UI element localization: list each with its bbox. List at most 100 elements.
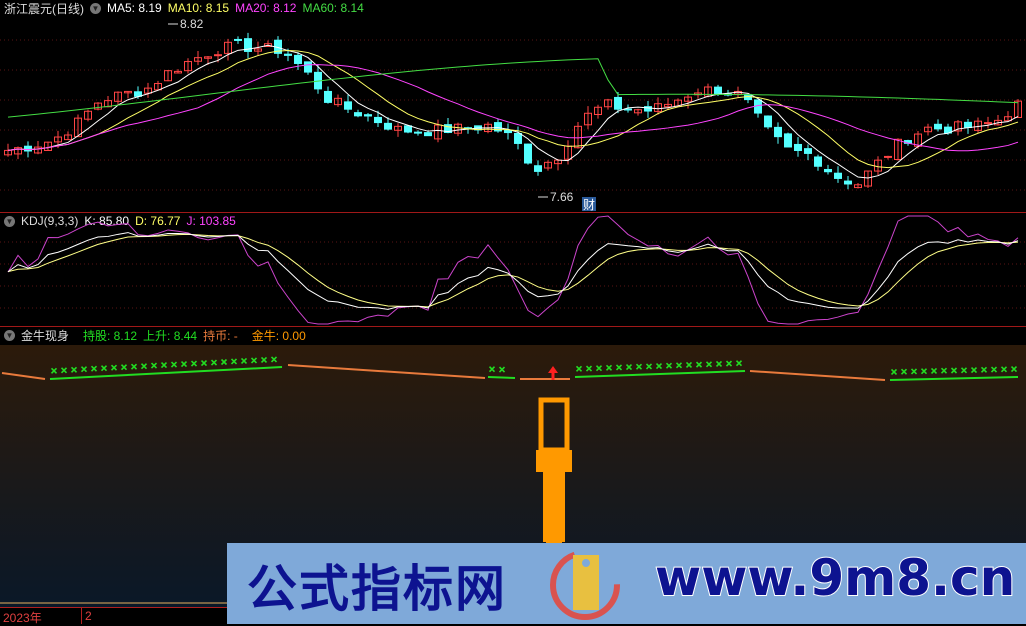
hold-line xyxy=(487,376,516,379)
candle-body xyxy=(444,124,452,133)
candle-body xyxy=(264,43,272,47)
kdj-j: J: 103.85 xyxy=(186,214,236,228)
candle-body xyxy=(864,170,872,187)
candle-body xyxy=(1014,100,1022,118)
bull-value: 金牛: 0.00 xyxy=(251,328,306,343)
hold-line xyxy=(49,366,283,380)
candle-body xyxy=(414,131,422,134)
hold-line xyxy=(574,370,746,378)
candle-body xyxy=(924,126,932,133)
hold-marker-icon xyxy=(210,359,218,366)
hold-marker-icon xyxy=(735,360,743,367)
candle-body xyxy=(574,125,582,149)
stock-title: 浙江震元(日线) xyxy=(4,1,84,16)
hold-marker-icon xyxy=(980,366,988,373)
candle-body xyxy=(354,112,362,117)
hold-marker-icon xyxy=(270,356,278,363)
kdj-chart[interactable] xyxy=(0,214,1026,326)
axis-year: 2023年 xyxy=(3,611,42,625)
coin-line xyxy=(287,364,486,379)
axis-tick xyxy=(81,608,82,624)
hold-marker-icon xyxy=(595,365,603,372)
hold-marker-icon xyxy=(180,361,188,368)
chevron-down-icon[interactable]: ▼ xyxy=(90,2,101,14)
axis-month: 2 xyxy=(85,609,92,623)
indicator-header: ▼ 金牛现身 持股: 8.12 上升: 8.44 持币: - 金牛: 0.00 xyxy=(4,327,306,343)
hold-marker-icon xyxy=(488,366,496,373)
candle-body xyxy=(664,103,672,108)
candle-body xyxy=(964,121,972,128)
hold-marker-icon xyxy=(150,362,158,369)
bull-bar-mid xyxy=(536,450,572,472)
candle-body xyxy=(174,70,182,74)
high-price-label: 8.82 xyxy=(180,17,204,31)
divider xyxy=(0,326,1026,327)
candle-body xyxy=(644,106,652,112)
hold-marker-icon xyxy=(665,362,673,369)
coin-line xyxy=(1,372,46,380)
hold-marker-icon xyxy=(60,367,68,374)
hold-marker-icon xyxy=(140,363,148,370)
hold-marker-icon xyxy=(645,363,653,370)
candle-body xyxy=(74,117,82,138)
hold-marker-icon xyxy=(230,358,238,365)
candle-body xyxy=(824,168,832,173)
kdj-k-line xyxy=(7,232,1019,310)
watermark-banner: 公式指标网 www.9m8.cn xyxy=(227,543,1026,624)
candle-body xyxy=(244,38,252,52)
chevron-down-icon[interactable]: ▼ xyxy=(4,215,15,227)
candle-body xyxy=(984,122,992,125)
candle-body xyxy=(654,103,662,112)
candle-body xyxy=(454,123,462,134)
candle-body xyxy=(334,97,342,106)
candle-body xyxy=(194,57,202,62)
candle-body xyxy=(114,91,122,102)
rise-value: 上升: 8.44 xyxy=(143,328,198,343)
candle-body xyxy=(684,96,692,102)
hold-marker-icon xyxy=(260,356,268,363)
ma5-line xyxy=(7,44,1019,179)
indicator-title: 金牛现身 xyxy=(21,328,70,343)
hold-marker-icon xyxy=(910,368,918,375)
hold-marker-icon xyxy=(498,366,506,373)
hold-marker-icon xyxy=(930,367,938,375)
candle-body xyxy=(614,96,622,110)
candle-body xyxy=(594,106,602,115)
finance-badge xyxy=(582,197,596,211)
candle-body xyxy=(634,109,642,114)
ma10-label: MA10: 8.15 xyxy=(167,1,230,15)
ma60-line xyxy=(7,58,1019,118)
candle-body xyxy=(604,99,612,108)
candle-body xyxy=(764,115,772,128)
hold-marker-icon xyxy=(575,365,583,372)
candle-body xyxy=(214,54,222,57)
watermark-text: 公式指标网 xyxy=(247,560,507,618)
price-chart[interactable]: 8.82 7.66 财 xyxy=(0,0,1026,212)
candle-body xyxy=(364,114,372,117)
candle-body xyxy=(284,53,292,56)
hold-marker-icon xyxy=(940,367,948,374)
candle-body xyxy=(814,156,822,167)
hold-marker-icon xyxy=(1000,366,1008,373)
hold-marker-icon xyxy=(705,361,713,368)
candle-body xyxy=(714,86,722,95)
hold-marker-icon xyxy=(990,366,998,373)
hold-marker-icon xyxy=(675,362,683,369)
chevron-down-icon[interactable]: ▼ xyxy=(4,329,15,341)
hold-marker-icon xyxy=(625,364,633,371)
hold-marker-icon xyxy=(220,358,228,366)
hold-marker-icon xyxy=(50,367,58,374)
candle-body xyxy=(404,125,412,133)
divider xyxy=(0,212,1026,213)
candle-body xyxy=(534,165,542,172)
finance-badge-text: 财 xyxy=(583,198,595,212)
candle-body xyxy=(1004,116,1012,122)
candle-body xyxy=(884,155,892,158)
candle-body xyxy=(144,87,152,94)
bull-bar-body xyxy=(543,472,565,542)
low-price-label: 7.66 xyxy=(550,190,574,204)
candle-body xyxy=(854,184,862,189)
hold-marker-icon xyxy=(100,365,108,372)
candle-body xyxy=(834,172,842,179)
hold-marker-icon xyxy=(190,360,198,367)
